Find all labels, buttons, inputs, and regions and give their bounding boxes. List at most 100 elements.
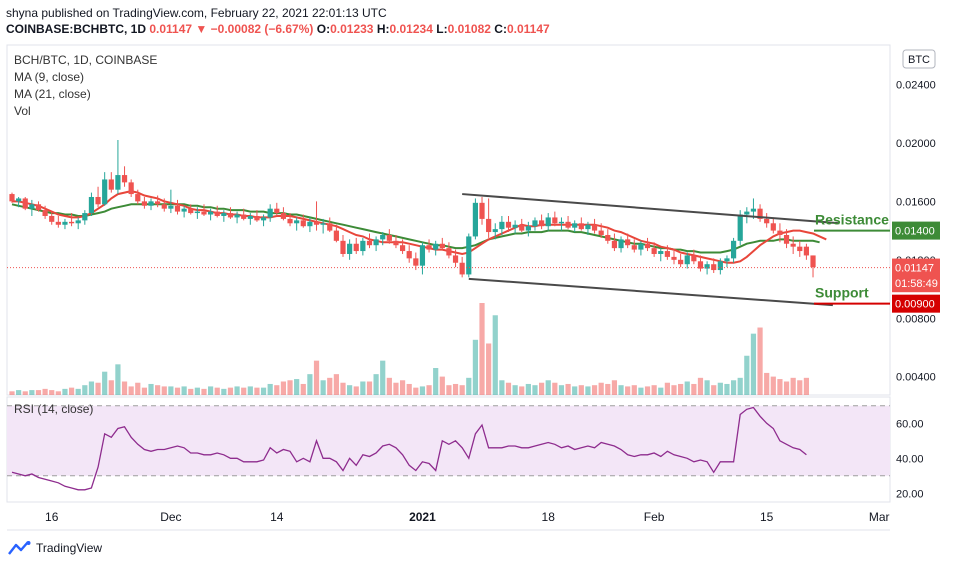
ohlc-line: COINBASE:BCHBTC, 1D 0.01147 ▼ −0.00082 (… — [6, 22, 550, 36]
candle-body — [525, 226, 531, 231]
volume-bar — [512, 385, 518, 395]
candle-body — [519, 224, 525, 231]
volume-bar — [558, 385, 565, 395]
volume-bar — [737, 377, 743, 395]
volume-bar — [75, 388, 81, 395]
candles-layer — [9, 139, 816, 278]
volume-bar — [221, 388, 227, 395]
candle-body — [810, 255, 816, 268]
volume-bar — [678, 383, 684, 395]
volume-bar — [148, 383, 154, 395]
volume-bar — [333, 374, 339, 395]
candle-body — [611, 240, 618, 249]
candle-body — [625, 239, 631, 246]
volume-bar — [605, 383, 611, 395]
candle-body — [711, 264, 717, 271]
price-tick-label: 0.00800 — [896, 313, 936, 325]
candle-body — [386, 234, 392, 241]
candle-body — [644, 243, 651, 249]
candle-body — [492, 229, 498, 233]
candle-body — [406, 251, 412, 259]
volume-bar — [366, 381, 373, 395]
volume-bar — [433, 368, 439, 395]
volume-bar — [22, 391, 28, 395]
candle-body — [88, 196, 95, 214]
candle-body — [631, 245, 637, 250]
candle-body — [22, 198, 28, 209]
volume-bar — [664, 382, 670, 395]
volume-bar — [307, 374, 313, 395]
volume-bar — [545, 380, 551, 395]
volume-bar — [479, 303, 485, 395]
candle-body — [439, 243, 445, 249]
volume-bar — [340, 382, 346, 395]
candle-body — [42, 210, 48, 216]
volume-bar — [505, 382, 512, 395]
volume-bar — [313, 360, 320, 395]
volume-bar — [439, 376, 445, 395]
candle-body — [148, 201, 154, 206]
volume-bar — [565, 383, 571, 395]
volume-bar — [95, 382, 101, 395]
open-value: 0.01233 — [330, 22, 374, 36]
resistance-label: Resistance — [815, 212, 889, 228]
time-tick-label: 2021 — [409, 510, 436, 524]
chart-title: BCH/BTC, 1D, COINBASE — [14, 53, 158, 67]
candle-body — [777, 230, 783, 235]
volume-bar — [55, 391, 61, 395]
candle-body — [360, 240, 366, 252]
candle-body — [585, 224, 591, 230]
rsi-tick-label: 40.00 — [896, 453, 924, 465]
volume-bar — [241, 387, 247, 395]
channel-layer — [462, 193, 840, 307]
support-label: Support — [815, 285, 869, 301]
candle-body — [664, 251, 670, 257]
footer-brand[interactable]: TradingView — [8, 541, 102, 555]
moving-average-layer — [11, 190, 827, 264]
volume-bar — [486, 343, 492, 395]
volume-bar — [300, 383, 306, 395]
candle-body — [366, 240, 373, 246]
volume-bar — [102, 371, 108, 395]
close-label: C: — [494, 22, 507, 36]
volume-bar — [194, 387, 200, 395]
candle-body — [512, 224, 518, 228]
volume-bar — [386, 377, 392, 395]
rsi-line — [11, 406, 807, 491]
volume-bar — [82, 385, 88, 395]
price-tags-layer: 0.01400 0.01147 01:58:49 0.00900 — [892, 221, 940, 313]
candle-body — [605, 234, 611, 241]
candle-body — [552, 217, 558, 224]
candle-body — [174, 205, 181, 212]
ma9-legend: MA (9, close) — [14, 70, 85, 84]
volume-bar — [730, 380, 737, 395]
candle-body — [565, 221, 571, 228]
candle-body — [287, 218, 293, 224]
volume-bar — [254, 387, 260, 395]
candle-body — [208, 211, 214, 215]
candle-body — [545, 217, 551, 227]
volume-bar — [181, 386, 187, 395]
volume-bar — [697, 377, 704, 395]
time-tick-label: Feb — [644, 510, 665, 524]
candle-body — [108, 179, 114, 190]
volume-bar — [234, 386, 240, 395]
candle-body — [121, 175, 128, 183]
candle-body — [313, 221, 320, 225]
volume-bar — [625, 386, 631, 395]
price-tag-label: 01:58:49 — [895, 278, 938, 290]
volume-bar — [161, 386, 167, 395]
price-tag-label: 0.01400 — [895, 226, 935, 238]
volume-bar — [201, 388, 207, 395]
volume-bar — [135, 382, 141, 395]
volume-bar — [42, 388, 48, 395]
candle-body — [161, 204, 167, 209]
candle-body — [75, 220, 81, 224]
volume-bar — [287, 380, 293, 395]
candle-body — [790, 243, 796, 247]
candle-body — [260, 217, 267, 221]
candle-body — [658, 251, 664, 254]
volume-bar — [327, 377, 333, 395]
candle-body — [194, 211, 200, 214]
